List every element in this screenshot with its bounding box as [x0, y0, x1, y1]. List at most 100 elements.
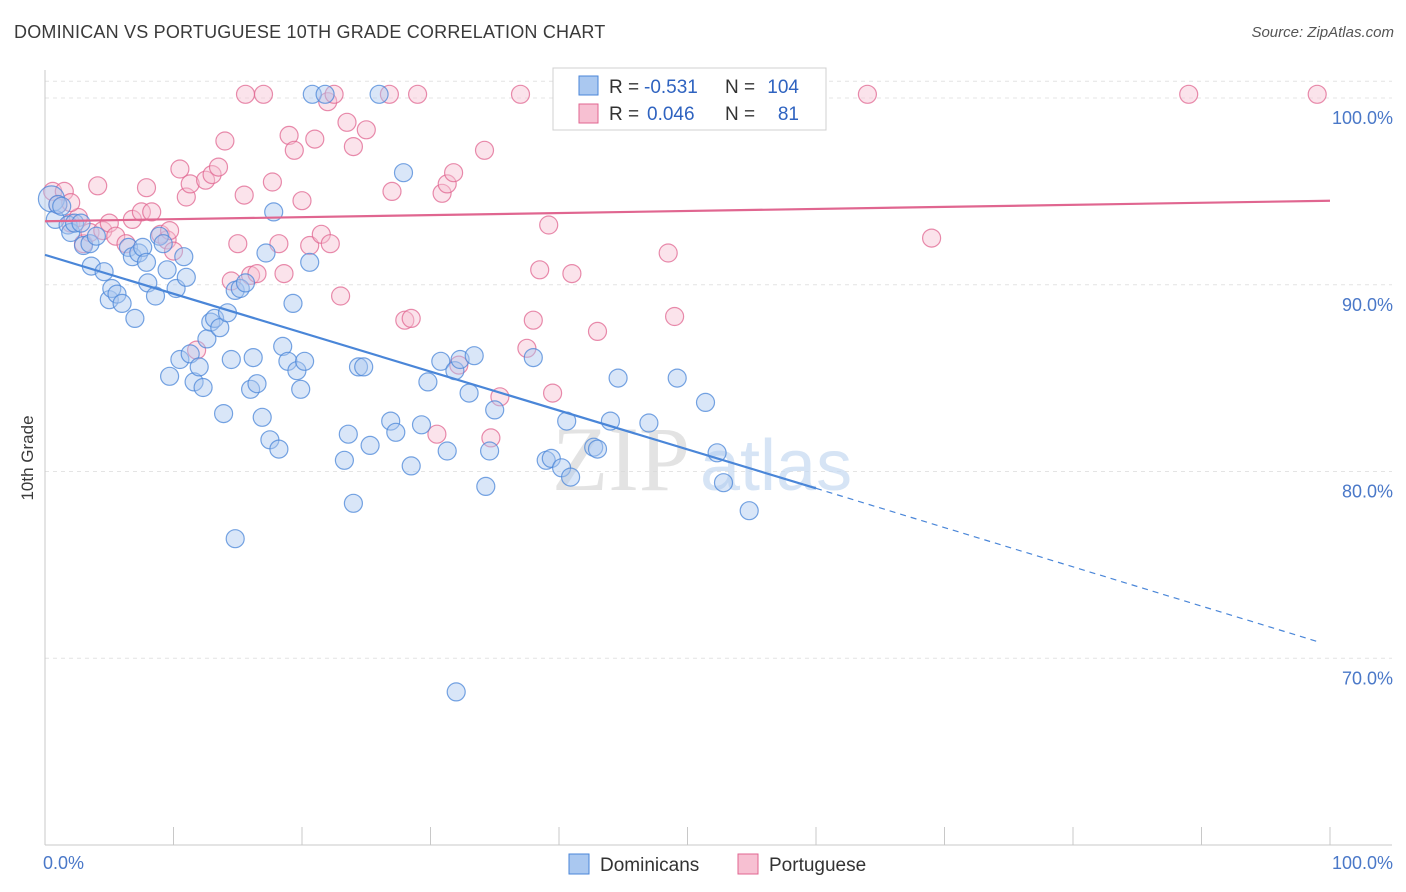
- portuguese-point-70: [658, 243, 678, 263]
- legend-r-label-1: R =: [609, 77, 639, 98]
- portuguese-point-63: [523, 310, 543, 330]
- legend-n-value-2: 81: [778, 104, 799, 125]
- portuguese-point-40: [305, 129, 325, 149]
- dominican-point-68: [354, 357, 374, 377]
- dominican-point-7: [71, 213, 91, 233]
- dominican-point-81: [459, 383, 479, 403]
- dominican-point-85: [485, 400, 505, 420]
- portuguese-point-29: [234, 185, 254, 205]
- bottom-legend-swatch-portuguese: [737, 853, 759, 875]
- dominican-point-21: [133, 237, 153, 257]
- portuguese-point-79: [235, 84, 256, 104]
- portuguese-point-14: [136, 178, 157, 198]
- dominican-point-41: [214, 404, 234, 424]
- top-legend: R = -0.531 N = 104 R = 0.046 N = 81: [552, 67, 827, 131]
- portuguese-point-80: [320, 234, 340, 254]
- dominican-point-100: [713, 473, 734, 493]
- dominican-point-49: [247, 374, 267, 394]
- dominican-point-33: [180, 344, 200, 364]
- portuguese-point-55: [437, 174, 457, 194]
- trend-line-0: [44, 253, 817, 490]
- portuguese-point-53: [427, 424, 447, 444]
- dominican-point-97: [667, 368, 687, 388]
- dominican-point-30: [170, 349, 190, 370]
- trend-line-extension-0: [815, 487, 1318, 643]
- y-axis-label: 10th Grade: [18, 415, 37, 500]
- dominican-point-69: [360, 435, 380, 455]
- dominican-point-83: [476, 476, 496, 496]
- dominican-point-17: [118, 237, 139, 257]
- y-tick-label-1: 80.0%: [1342, 482, 1393, 502]
- watermark-atlas: atlas: [700, 426, 852, 506]
- dominican-point-35: [189, 357, 209, 377]
- dominican-point-8: [73, 235, 94, 256]
- portuguese-point-24: [202, 165, 222, 185]
- legend-n-value-1: 104: [767, 77, 799, 98]
- dominican-point-53: [264, 202, 284, 222]
- dominican-point-50: [252, 407, 272, 427]
- dominican-point-14: [102, 278, 122, 299]
- dominican-point-55: [273, 336, 293, 356]
- grid-lines: [45, 80, 1392, 659]
- chart-source: Source: ZipAtlas.com: [1251, 24, 1394, 41]
- dominican-point-48: [243, 348, 263, 368]
- legend-swatch-portuguese: [578, 103, 599, 124]
- dominican-point-19: [125, 308, 145, 328]
- portuguese-point-51: [401, 308, 421, 328]
- dominican-point-72: [386, 422, 406, 442]
- y-tick-label-0: 70.0%: [1342, 668, 1393, 688]
- dominican-point-96: [639, 413, 659, 433]
- axes: [44, 70, 1392, 846]
- portuguese-point-38: [292, 191, 312, 211]
- watermark: ZIP atlas: [552, 408, 852, 510]
- portuguese-point-32: [253, 84, 274, 104]
- dominican-point-24: [145, 286, 166, 306]
- dominican-point-36: [193, 377, 213, 398]
- dominican-point-91: [560, 467, 581, 487]
- y-tick-labels: 70.0% 80.0% 90.0% 100.0%: [1332, 108, 1393, 688]
- dominican-point-86: [523, 348, 543, 368]
- y-tick-label-2: 90.0%: [1342, 295, 1393, 315]
- bottom-legend-label-portuguese: Portuguese: [769, 855, 866, 876]
- portuguese-point-58: [474, 140, 495, 160]
- dominican-point-65: [338, 424, 358, 444]
- portuguese-point-64: [530, 260, 550, 280]
- dominican-point-28: [160, 366, 180, 386]
- portuguese-point-44: [331, 286, 351, 306]
- dominican-point-74: [401, 456, 421, 476]
- dominican-point-61: [300, 252, 320, 272]
- portuguese-point-37: [284, 140, 304, 160]
- dominican-point-40: [210, 318, 230, 338]
- portuguese-point-7: [88, 176, 108, 196]
- portuguese-point-61: [510, 84, 531, 104]
- portuguese-point-15: [142, 202, 162, 222]
- dominican-point-76: [418, 372, 438, 392]
- legend-r-value-1: -0.531: [644, 77, 698, 98]
- dominican-point-102: [225, 529, 245, 549]
- portuguese-point-33: [262, 172, 282, 192]
- dominican-point-98: [695, 392, 716, 412]
- portuguese-point-28: [228, 234, 248, 254]
- dominican-point-54: [269, 439, 289, 459]
- portuguese-point-54: [432, 183, 452, 203]
- dominican-point-38: [201, 312, 221, 332]
- portuguese-point-50: [395, 310, 415, 330]
- portuguese-point-76: [1307, 84, 1327, 104]
- dominican-point-82: [464, 346, 484, 366]
- portuguese-point-13: [131, 202, 151, 222]
- dominican-points: [37, 84, 759, 702]
- dominican-point-3: [52, 196, 72, 216]
- dominican-point-63: [315, 84, 335, 104]
- portuguese-point-66: [542, 383, 563, 403]
- portuguese-point-68: [587, 321, 608, 341]
- bottom-legend-label-dominicans: Dominicans: [600, 855, 699, 876]
- portuguese-point-48: [379, 84, 399, 104]
- trend-lines: [44, 199, 1331, 643]
- dominican-point-26: [153, 234, 173, 254]
- x-tick-label-0: 0.0%: [43, 853, 84, 873]
- dominican-point-64: [334, 450, 354, 470]
- dominican-point-77: [431, 351, 451, 371]
- dominican-point-32: [176, 267, 196, 287]
- legend-r-value-2: 0.046: [647, 104, 695, 125]
